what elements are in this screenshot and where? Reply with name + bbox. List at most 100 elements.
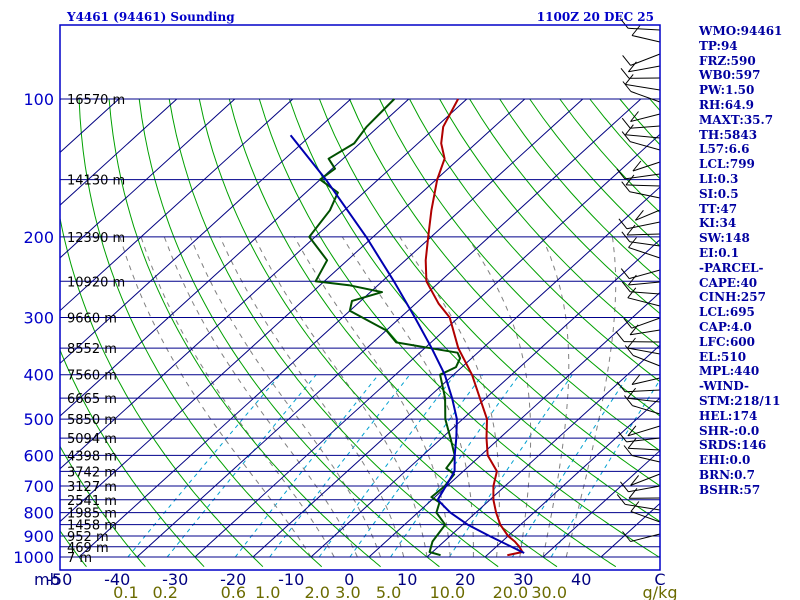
- mixing-ratio-tick-label: 5.0: [376, 583, 401, 600]
- index-line: EL:510: [699, 349, 747, 364]
- index-line: SW:148: [699, 231, 750, 246]
- index-line: WMO:94461: [699, 24, 783, 38]
- wind-barb-feather: [624, 395, 633, 406]
- wind-barb-feather: [621, 281, 631, 293]
- index-line: PW:1.50: [699, 83, 755, 98]
- temperature-tick-label: 0: [344, 570, 354, 589]
- height-label: 8552 m: [67, 342, 117, 357]
- isotherm-line: [136, 98, 642, 558]
- wind-barb: [631, 35, 661, 43]
- wind-barb: [630, 291, 661, 295]
- wind-barb: [630, 91, 661, 103]
- wind-barb-feather: [616, 168, 626, 180]
- index-line: SHR-:0.0: [699, 423, 760, 438]
- index-line: WB0:597: [699, 68, 761, 83]
- wind-barb-feather: [630, 111, 639, 122]
- dry-adiabat-line: [409, 98, 660, 383]
- temperature-line: [424, 98, 524, 557]
- isotherm-line: [368, 291, 660, 558]
- isotherm-line: [60, 98, 468, 470]
- index-line: SRDS:146: [699, 438, 767, 453]
- temperature-tick-label: C: [654, 570, 665, 589]
- isotherm-line: [60, 98, 526, 523]
- pressure-tick-label: 800: [23, 504, 54, 523]
- dry-adiabat-line: [288, 98, 660, 523]
- wind-barb: [625, 503, 661, 511]
- wind-barb: [630, 473, 661, 486]
- temperature-tick-label: -40: [104, 570, 130, 589]
- pressure-tick-label: 1000: [13, 548, 54, 567]
- index-line: BRN:0.7: [699, 467, 755, 482]
- wind-barb: [625, 184, 661, 187]
- wind-barb-feather: [629, 324, 639, 336]
- mixing-ratio-tick-label: 1.0: [255, 583, 280, 600]
- wind-barb: [635, 209, 661, 221]
- isotherm-line: [542, 449, 660, 558]
- index-line: TP:94: [699, 38, 738, 53]
- wind-barb: [633, 355, 661, 367]
- isotherm-line: [310, 239, 660, 558]
- height-label: 16570 m: [67, 93, 125, 108]
- wind-barb: [630, 113, 661, 122]
- wind-barb: [627, 425, 661, 437]
- wind-barb-feather: [621, 117, 631, 129]
- index-line: HEL:174: [699, 408, 758, 423]
- height-label: 12390 m: [67, 231, 125, 246]
- mixing-ratio-unit: g/kg: [643, 583, 678, 600]
- mixing-ratio-tick-label: 3.0: [335, 583, 360, 600]
- moist-adiabat-line: [189, 236, 382, 558]
- height-label: 3742 m: [67, 465, 117, 480]
- wind-barb: [630, 125, 661, 129]
- index-line: EHI:0.0: [699, 453, 751, 468]
- mixing-ratio-tick-label: 2.0: [304, 583, 329, 600]
- plot-frame: [59, 24, 661, 571]
- wind-barb: [627, 347, 661, 355]
- pressure-tick-label: 600: [23, 446, 54, 465]
- wind-barb: [625, 134, 661, 139]
- mixing-ratio-tick-label: 0.1: [113, 583, 138, 600]
- height-label: 4398 m: [67, 449, 117, 464]
- temperature-tick-label: 10: [397, 570, 417, 589]
- wind-barb-feather: [618, 218, 628, 230]
- dry-adiabat-line: [60, 348, 205, 568]
- isotherm-line: [60, 98, 236, 259]
- wind-barb-feather: [622, 81, 632, 92]
- wind-barb-feather: [630, 501, 640, 512]
- isotherm-line: [194, 133, 660, 558]
- temperature-tick-label: 40: [571, 570, 591, 589]
- mixing-ratio-tick-label: 30.0: [531, 583, 567, 600]
- wind-barb-feather: [620, 481, 629, 493]
- mixing-ratio-tick-label: 10.0: [430, 583, 466, 600]
- wind-barb-feather: [628, 487, 638, 499]
- height-label: 5850 m: [67, 413, 117, 428]
- pressure-tick-label: 100: [23, 90, 54, 109]
- index-line: LI:0.3: [699, 171, 739, 186]
- wind-barb-feather: [624, 74, 634, 85]
- wind-barb: [632, 161, 661, 172]
- wind-barb-feather: [620, 268, 630, 279]
- height-label: 7560 m: [67, 369, 117, 384]
- wind-barb-feather: [627, 287, 637, 299]
- dry-adiabat-line: [258, 98, 660, 559]
- wind-barb-feather: [625, 124, 634, 136]
- x-unit-label: mb: [34, 570, 60, 589]
- dry-adiabat-line: [379, 98, 660, 417]
- isotherm-line: [78, 98, 584, 558]
- height-label: 10920 m: [67, 275, 125, 290]
- wind-barb-feather: [622, 55, 631, 66]
- wind-barb-feather: [627, 437, 637, 449]
- height-label: 9660 m: [67, 312, 117, 327]
- index-line: LFC:600: [699, 334, 755, 349]
- pressure-tick-label: 300: [23, 309, 54, 328]
- height-label: 1985 m: [67, 507, 117, 522]
- wind-barb-feather: [621, 181, 631, 193]
- dry-adiabat-line: [60, 529, 87, 568]
- wind-barb-feather: [624, 345, 634, 356]
- isotherm-line: [426, 344, 660, 558]
- index-line: RH:64.9: [699, 97, 754, 112]
- isotherm-line: [484, 397, 660, 558]
- height-label: 1458 m: [67, 519, 117, 534]
- parcel-line: [289, 134, 525, 554]
- wind-barb: [624, 173, 661, 180]
- wind-barb: [629, 141, 661, 151]
